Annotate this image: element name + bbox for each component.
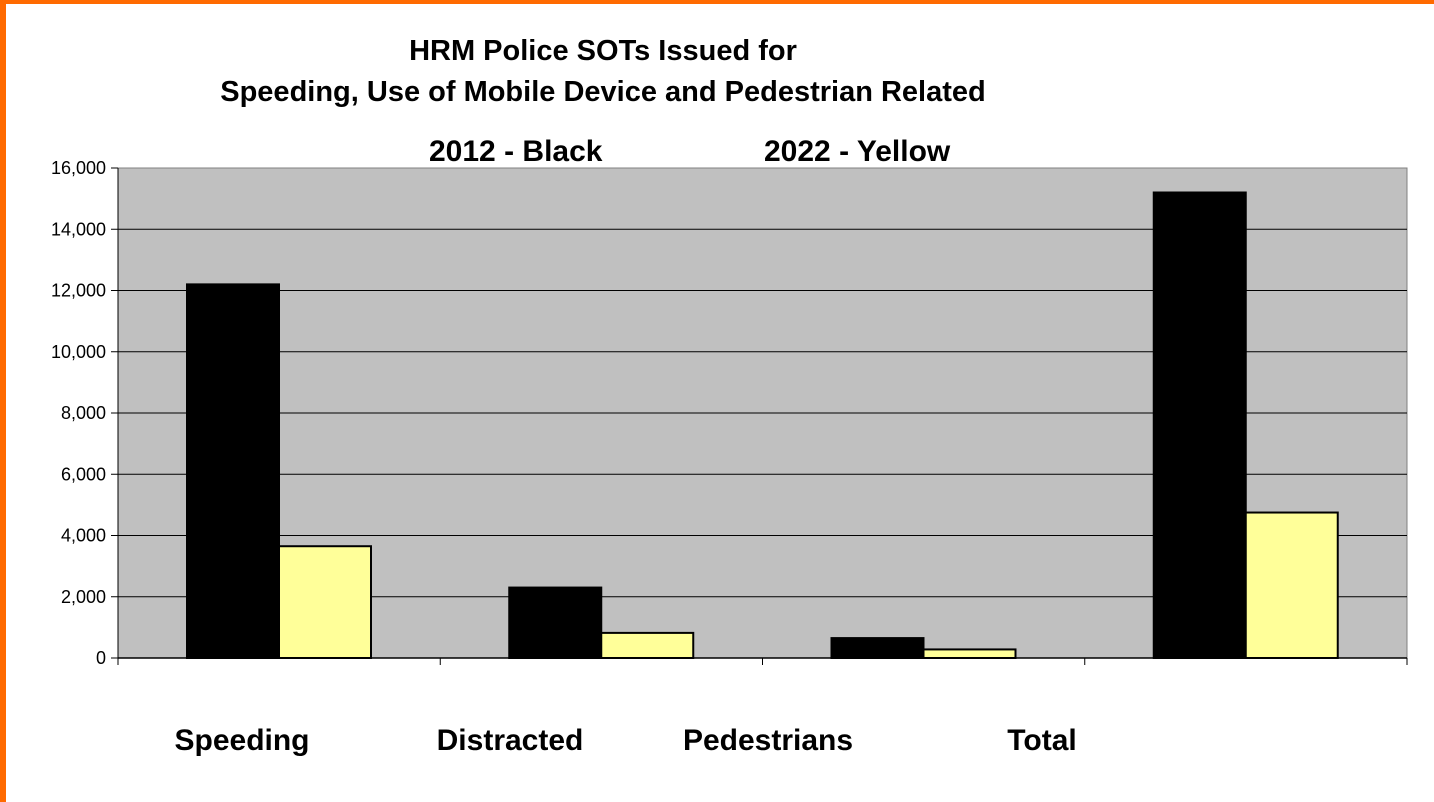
- y-tick-label: 4,000: [61, 526, 106, 546]
- bar-pedestrians-2022: [922, 648, 1017, 659]
- y-tick-label: 8,000: [61, 403, 106, 423]
- y-tick-label: 2,000: [61, 587, 106, 607]
- bars: [186, 191, 1339, 660]
- bar-distracted-2012: [508, 586, 603, 659]
- category-label-speeding: Speeding: [174, 724, 309, 757]
- bar-pedestrians-2012: [830, 637, 925, 659]
- bar-speeding-2022: [278, 545, 372, 659]
- y-tick-label: 12,000: [51, 281, 106, 301]
- bar-total-2022: [1244, 511, 1339, 659]
- category-label-total: Total: [1007, 724, 1076, 757]
- bar-distracted-2022: [600, 631, 695, 660]
- legend-entry-2022: 2022 - Yellow: [764, 135, 951, 168]
- bar-total-2012: [1152, 191, 1247, 659]
- y-tick-label: 16,000: [51, 158, 106, 178]
- legend-entry-2012: 2012 - Black: [429, 135, 603, 168]
- y-tick-label: 10,000: [51, 342, 106, 362]
- y-tick-labels: 0 2,000 4,000 6,000 8,000 10,000 12,000 14,000 1…: [51, 158, 106, 668]
- y-tick-label: 0: [96, 648, 106, 668]
- y-tick-label: 6,000: [61, 464, 106, 484]
- category-labels: Speeding Distracted Pedestrians Total: [174, 724, 1076, 757]
- bar-chart: HRM Police SOTs Issued for Speeding, Use…: [51, 35, 1408, 757]
- axes: [111, 167, 1408, 665]
- category-label-pedestrians: Pedestrians: [683, 724, 853, 757]
- bar-speeding-2012: [186, 283, 280, 659]
- y-tick-label: 14,000: [51, 219, 106, 239]
- chart-subtitle: Speeding, Use of Mobile Device and Pedes…: [220, 76, 985, 108]
- category-label-distracted: Distracted: [437, 724, 584, 757]
- chart-title: HRM Police SOTs Issued for: [409, 35, 797, 67]
